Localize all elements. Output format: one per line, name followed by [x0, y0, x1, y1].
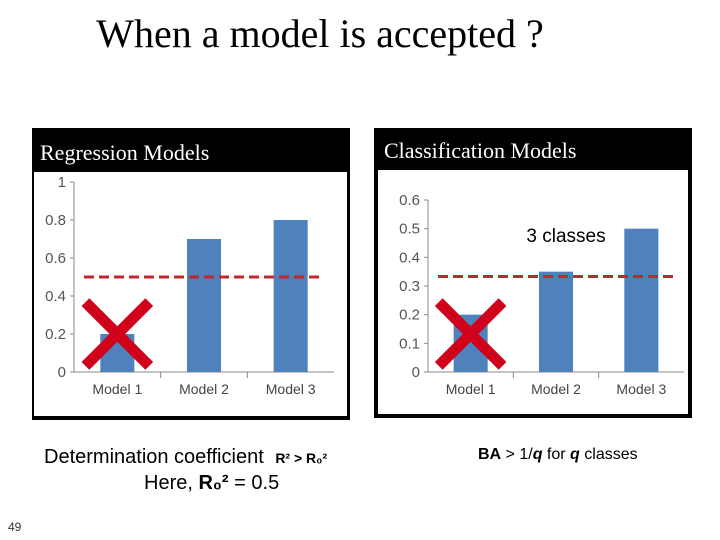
regression-r0-symbol: R₀²: [198, 472, 229, 494]
classification-y-tick-label: 0.6: [399, 192, 420, 209]
regression-y-tick-label: 0.4: [45, 288, 66, 305]
regression-y-tick-label: 0.2: [45, 326, 66, 343]
regression-caption-suffix: = 0.5: [228, 472, 280, 494]
classification-y-tick-label: 0.3: [399, 278, 420, 295]
regression-caption-line1: Determination coefficient R² > R₀²: [44, 446, 384, 469]
classification-ba: BA: [478, 446, 502, 463]
classification-for: for: [542, 446, 571, 463]
regression-formula: R² > R₀²: [275, 450, 328, 466]
regression-category-label: Model 1: [92, 381, 142, 397]
classification-annotation: 3 classes: [526, 226, 605, 247]
classification-panel: Classification Models 0 0.1 0.2 0.3 0.4 0.5 0.…: [374, 128, 692, 418]
classification-y-tick-label: 0: [412, 364, 420, 381]
classification-category-label: Model 2: [531, 381, 581, 397]
regression-caption-prefix: Here,: [144, 472, 199, 494]
classification-y-tick-label: 0.2: [399, 307, 420, 324]
regression-caption: Determination coefficient R² > R₀² Here,…: [44, 446, 384, 495]
classification-chart-svg: 0 0.1 0.2 0.3 0.4 0.5 0.6 Model 1 Model 2 Model 3…: [399, 192, 684, 397]
classification-q2: q: [570, 446, 580, 463]
classification-suffix: classes: [579, 446, 638, 463]
classification-panel-title: Classification Models: [384, 138, 577, 163]
classification-reject-x-icon: [434, 298, 507, 370]
classification-caption: BA > 1/q for q classes: [478, 446, 638, 464]
classification-q: q: [532, 446, 543, 463]
regression-bar-2: [187, 239, 221, 372]
regression-bar-3: [273, 220, 308, 372]
classification-category-label: Model 3: [616, 381, 666, 397]
regression-category-label: Model 2: [179, 381, 229, 397]
classification-y-tick-label: 0.4: [399, 249, 420, 266]
regression-category-label: Model 3: [266, 381, 316, 397]
regression-chart-svg: 0 0.2 0.4 0.6 0.8 1 Model 1 Model 2 Model 3: [45, 174, 334, 397]
regression-chart: 0 0.2 0.4 0.6 0.8 1 Model 1 Model 2 Model 3: [34, 172, 347, 416]
classification-bar-3: [624, 228, 659, 372]
classification-y-tick-label: 0.1: [399, 335, 420, 352]
classification-category-label: Model 1: [446, 381, 496, 397]
classification-bar-2: [539, 271, 573, 372]
regression-caption-text: Determination coefficient: [44, 446, 264, 468]
regression-panel-title: Regression Models: [40, 140, 210, 165]
slide-number: 49: [8, 520, 22, 534]
classification-mid: > 1/: [501, 446, 533, 463]
regression-y-tick-label: 0.6: [45, 250, 66, 267]
classification-y-tick-label: 0.5: [399, 221, 420, 238]
regression-reject-x-icon: [81, 298, 154, 370]
regression-y-tick-label: 1: [58, 174, 66, 191]
classification-chart: 0 0.1 0.2 0.3 0.4 0.5 0.6 Model 1 Model 2 Model 3…: [378, 170, 688, 414]
regression-caption-line2: Here, R₀² = 0.5: [44, 472, 384, 495]
regression-y-tick-label: 0: [58, 364, 66, 381]
regression-panel-header: Regression Models: [32, 128, 350, 168]
regression-y-tick-label: 0.8: [45, 212, 66, 229]
slide-title: When a model is accepted ?: [96, 11, 544, 56]
regression-panel: Regression Models 0 0.2 0.4 0.6 0.8 1 Model 1 M…: [32, 128, 350, 420]
classification-panel-header: Classification Models: [374, 128, 692, 168]
